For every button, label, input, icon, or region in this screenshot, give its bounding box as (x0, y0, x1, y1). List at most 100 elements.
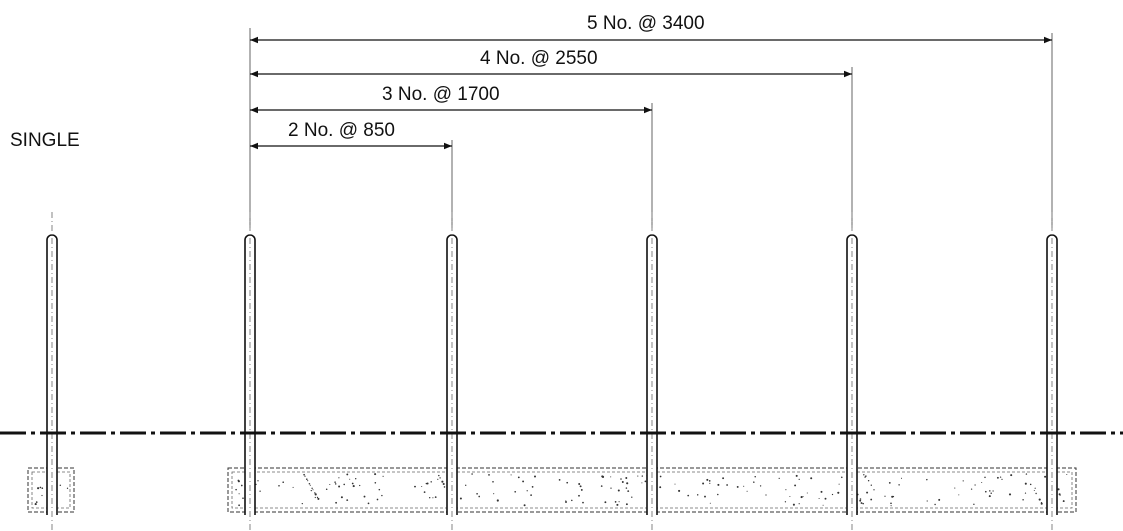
concrete-speck (367, 502, 370, 505)
concrete-speck (531, 486, 534, 488)
concrete-speck (674, 483, 676, 485)
concrete-speck (1038, 498, 1041, 501)
concrete-speck (325, 488, 328, 491)
concrete-speck (34, 503, 37, 506)
concrete-speck (459, 497, 462, 500)
concrete-speck (726, 484, 728, 486)
concrete-speck (237, 480, 240, 483)
concrete-speck (465, 484, 467, 486)
concrete-speck (934, 503, 936, 506)
concrete-speck (235, 488, 237, 491)
concrete-speck (625, 487, 628, 489)
concrete-speck (708, 480, 711, 482)
concrete-speck (334, 483, 337, 485)
concrete-speck (859, 498, 862, 500)
concrete-speck (41, 494, 43, 497)
concrete-speck (626, 482, 629, 485)
concrete-speck (351, 482, 354, 485)
concrete-speck (1024, 482, 1027, 485)
concrete-speck (890, 502, 892, 505)
concrete-speck (316, 496, 319, 499)
concrete-speck (954, 487, 956, 489)
concrete-speck (620, 478, 622, 480)
concrete-speck (309, 484, 311, 486)
concrete-speck (317, 497, 320, 500)
concrete-speck (810, 477, 813, 480)
concrete-speck (578, 483, 581, 485)
concrete-speck (565, 501, 567, 503)
concrete-speck (437, 478, 439, 480)
concrete-speck (35, 501, 38, 503)
dimension-label-5: 5 No. @ 3400 (587, 13, 705, 34)
concrete-speck (900, 477, 903, 479)
concrete-speck (429, 497, 431, 499)
concrete-speck (514, 490, 517, 493)
concrete-speck (493, 493, 495, 495)
concrete-speck (240, 484, 243, 487)
concrete-speck (1022, 498, 1024, 501)
concrete-speck (687, 494, 690, 497)
concrete-speck (785, 489, 787, 491)
concrete-speck (818, 497, 820, 500)
concrete-speck (257, 480, 259, 482)
concrete-speck (374, 473, 377, 476)
concrete-speck (989, 490, 991, 492)
concrete-speck (862, 502, 864, 505)
concrete-speck (867, 479, 870, 482)
concrete-speck (1040, 501, 1043, 504)
concrete-speck (988, 495, 991, 498)
concrete-speck (1044, 475, 1047, 478)
concrete-speck (442, 482, 445, 486)
concrete-speck (307, 480, 309, 482)
concrete-speck (625, 503, 628, 506)
concrete-speck (798, 478, 800, 481)
concrete-speck (37, 487, 40, 490)
concrete-speck (510, 474, 512, 476)
concrete-speck (865, 475, 867, 477)
concrete-speck (870, 484, 872, 486)
concrete-speck (238, 504, 240, 507)
dimension-4: 4 No. @ 2550 (250, 48, 852, 78)
concrete-speck (533, 475, 537, 478)
concrete-speck (962, 480, 964, 482)
concrete-speck (1025, 473, 1028, 475)
concrete-speck (349, 478, 351, 480)
concrete-speck (352, 485, 355, 488)
concrete-speck (438, 474, 440, 477)
concrete-speck (970, 488, 973, 490)
concrete-speck (614, 501, 617, 503)
concrete-speck (523, 504, 526, 507)
concrete-speck (824, 497, 827, 500)
concrete-speck (311, 487, 313, 490)
concrete-speck (974, 484, 976, 486)
concrete-speck (414, 485, 416, 488)
concrete-speck (618, 501, 620, 503)
concrete-speck (696, 494, 699, 496)
concrete-speck (363, 495, 366, 498)
concrete-speck (990, 492, 992, 494)
concrete-speck (471, 473, 473, 475)
concrete-speck (625, 477, 628, 479)
concrete-speck (736, 485, 739, 488)
concrete-speck (838, 483, 840, 485)
concrete-speck (891, 495, 894, 498)
concrete-speck (343, 483, 346, 486)
concrete-speck (338, 485, 341, 488)
concrete-speck (870, 498, 873, 501)
concrete-speck (802, 496, 804, 498)
concrete-speck (381, 494, 383, 497)
concrete-speck (984, 476, 986, 479)
concrete-speck (314, 492, 316, 494)
concrete-speck (789, 495, 791, 498)
concrete-speck (641, 482, 643, 484)
concrete-speck (517, 476, 520, 479)
concrete-speck (610, 476, 612, 478)
concrete-speck (580, 488, 583, 491)
concrete-speck (1029, 483, 1032, 486)
concrete-speck (242, 497, 244, 499)
concrete-speck (617, 489, 620, 492)
concrete-speck (488, 474, 490, 476)
concrete-speck (1034, 487, 1036, 489)
single-bollard (46, 212, 58, 531)
